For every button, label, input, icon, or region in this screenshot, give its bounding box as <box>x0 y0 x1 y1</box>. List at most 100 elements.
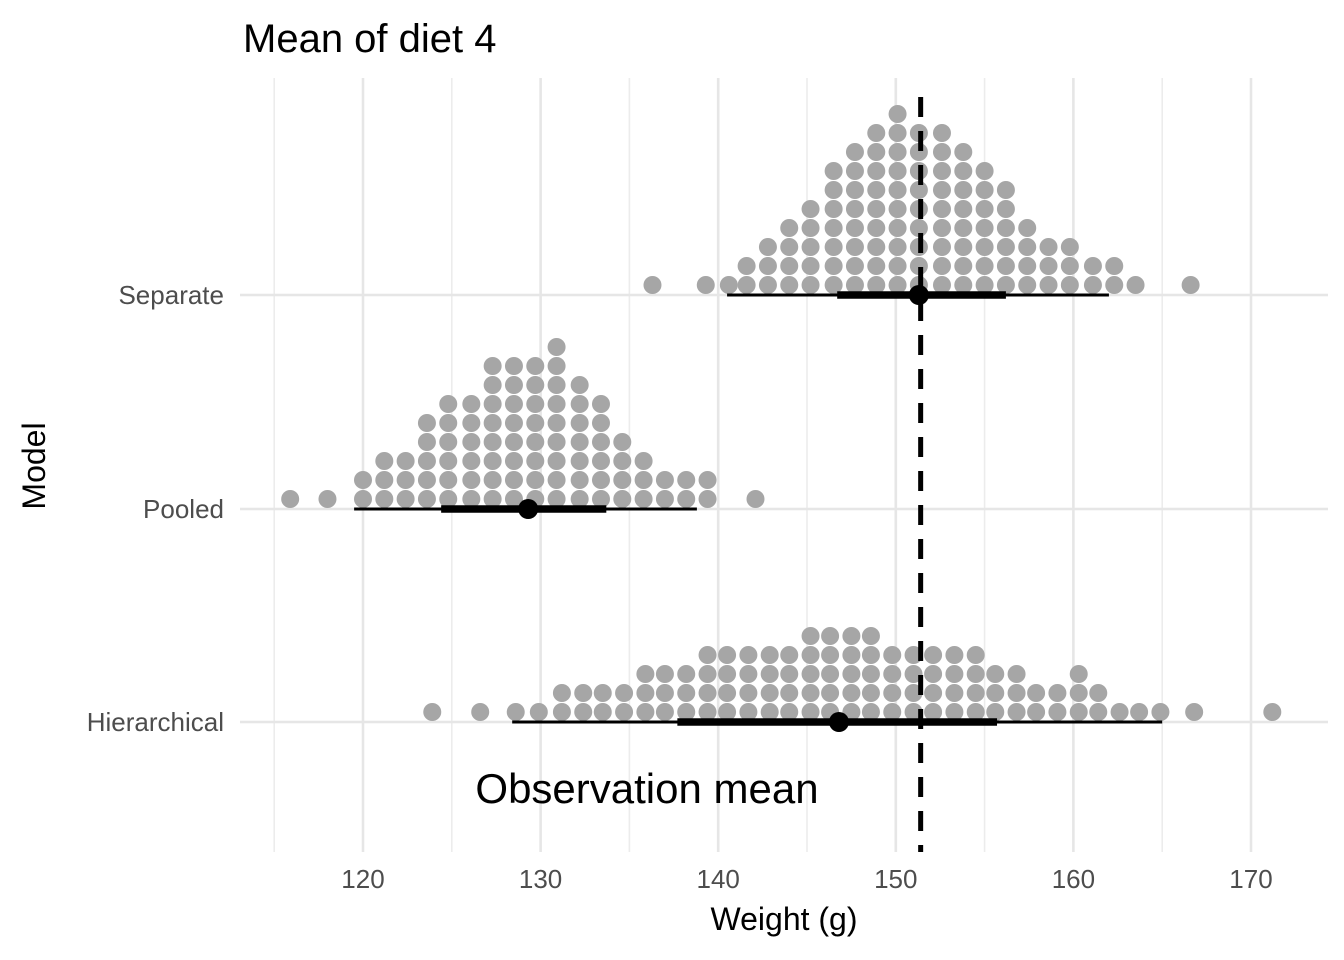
dot-pooled <box>462 414 481 432</box>
dot-separate <box>1105 257 1124 275</box>
x-tick-label: 150 <box>874 864 917 894</box>
dot-pooled <box>483 433 502 451</box>
dot-pooled <box>281 490 300 508</box>
dot-pooled <box>526 357 545 375</box>
dot-separate <box>867 200 886 218</box>
dot-pooled <box>439 490 458 508</box>
dot-separate <box>737 257 756 275</box>
dot-separate <box>758 238 777 256</box>
dot-separate <box>1039 257 1058 275</box>
dot-hierarchical <box>1048 703 1067 721</box>
dot-separate <box>932 200 951 218</box>
dot-hierarchical <box>801 703 820 721</box>
dot-separate <box>954 219 973 237</box>
dot-separate <box>824 238 843 256</box>
dot-hierarchical <box>529 703 548 721</box>
dot-separate <box>909 257 928 275</box>
dot-pooled <box>634 490 653 508</box>
dot-hierarchical <box>801 627 820 645</box>
dot-pooled <box>613 433 632 451</box>
point-estimate-pooled <box>518 499 539 519</box>
dot-hierarchical <box>821 627 840 645</box>
dot-hierarchical <box>842 665 861 683</box>
dot-hierarchical <box>655 684 674 702</box>
dots-layer <box>281 105 1282 721</box>
dot-hierarchical <box>636 703 655 721</box>
dot-pooled <box>439 433 458 451</box>
dot-pooled <box>504 471 523 489</box>
dot-pooled <box>570 471 589 489</box>
dot-pooled <box>483 395 502 413</box>
dot-hierarchical <box>842 646 861 664</box>
dot-separate <box>867 276 886 294</box>
dot-pooled <box>698 471 717 489</box>
dot-separate <box>954 143 973 161</box>
dot-pooled <box>547 452 566 470</box>
dot-pooled <box>417 452 436 470</box>
dot-separate <box>824 181 843 199</box>
dot-separate <box>996 219 1015 237</box>
dot-pooled <box>483 490 502 508</box>
dot-hierarchical <box>739 703 758 721</box>
dot-separate <box>888 105 907 123</box>
dot-hierarchical <box>904 665 923 683</box>
dot-hierarchical <box>718 646 737 664</box>
dot-pooled <box>483 452 502 470</box>
dot-separate <box>780 219 799 237</box>
dot-hierarchical <box>945 665 964 683</box>
dot-pooled <box>613 471 632 489</box>
dot-pooled <box>591 490 610 508</box>
dot-pooled <box>504 357 523 375</box>
dot-separate <box>845 257 864 275</box>
dot-pooled <box>483 357 502 375</box>
dot-hierarchical <box>842 627 861 645</box>
dot-hierarchical <box>821 684 840 702</box>
dot-separate <box>1018 219 1037 237</box>
dot-separate <box>845 238 864 256</box>
dot-hierarchical <box>1130 703 1149 721</box>
dot-hierarchical <box>780 646 799 664</box>
x-axis-title: Weight (g) <box>710 901 857 937</box>
dot-separate <box>1060 276 1079 294</box>
dot-pooled <box>504 395 523 413</box>
dot-separate <box>845 200 864 218</box>
dot-hierarchical <box>861 646 880 664</box>
dot-hierarchical <box>966 684 985 702</box>
dot-pooled <box>570 452 589 470</box>
dot-hierarchical <box>842 684 861 702</box>
dot-hierarchical <box>423 703 442 721</box>
dot-pooled <box>483 471 502 489</box>
dot-pooled <box>439 414 458 432</box>
dot-separate <box>932 219 951 237</box>
dot-separate <box>867 219 886 237</box>
dot-hierarchical <box>574 684 593 702</box>
dot-hierarchical <box>904 703 923 721</box>
dot-hierarchical <box>677 665 696 683</box>
dot-pooled <box>375 490 394 508</box>
dot-hierarchical <box>718 665 737 683</box>
dot-hierarchical <box>861 627 880 645</box>
dot-hierarchical <box>780 703 799 721</box>
dot-pooled <box>417 433 436 451</box>
dot-separate <box>996 276 1015 294</box>
dot-pooled <box>570 395 589 413</box>
dot-hierarchical <box>883 646 902 664</box>
dot-hierarchical <box>615 684 634 702</box>
dot-separate <box>824 162 843 180</box>
dot-hierarchical <box>1069 703 1088 721</box>
dot-separate <box>975 219 994 237</box>
dot-separate <box>1181 276 1200 294</box>
dot-separate <box>719 276 738 294</box>
dot-separate <box>954 238 973 256</box>
dot-separate <box>954 200 973 218</box>
y-tick-label: Separate <box>118 280 224 310</box>
dot-hierarchical <box>760 684 779 702</box>
dot-hierarchical <box>780 684 799 702</box>
dot-hierarchical <box>471 703 490 721</box>
dot-separate <box>975 200 994 218</box>
dot-pooled <box>570 433 589 451</box>
dot-hierarchical <box>801 684 820 702</box>
dot-pooled <box>396 490 415 508</box>
dot-pooled <box>526 376 545 394</box>
dot-hierarchical <box>760 703 779 721</box>
